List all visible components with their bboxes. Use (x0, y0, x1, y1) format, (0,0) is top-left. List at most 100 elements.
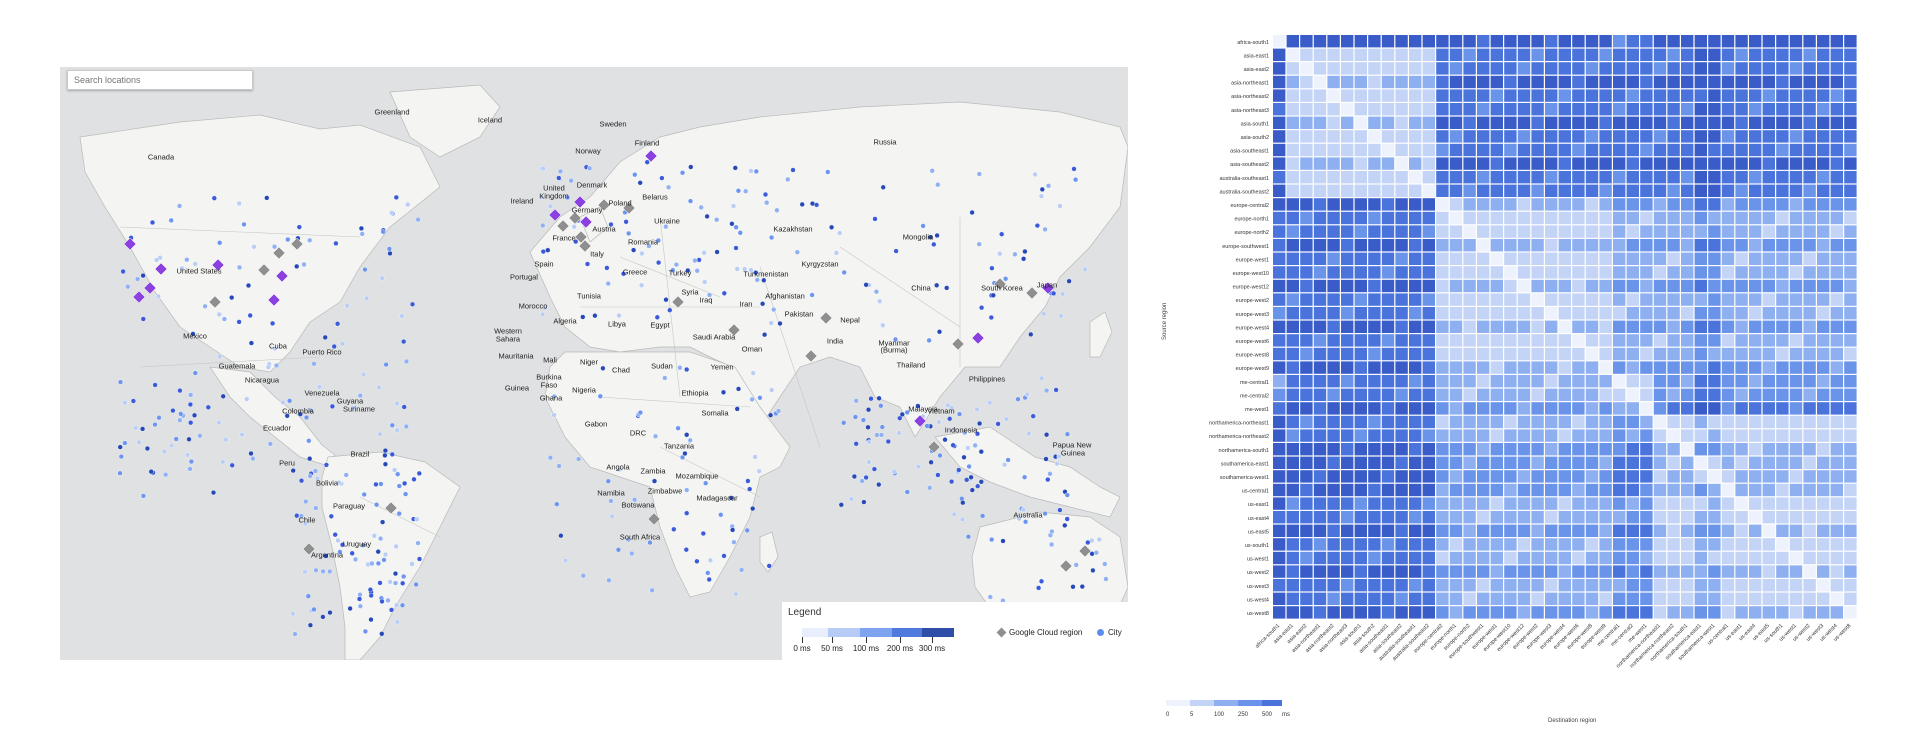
heatmap-cell[interactable] (1790, 606, 1802, 618)
city-marker[interactable] (764, 200, 769, 205)
heatmap-cell[interactable] (1735, 103, 1747, 115)
heatmap-cell[interactable] (1599, 429, 1611, 441)
city-marker[interactable] (416, 217, 421, 222)
city-marker[interactable] (936, 473, 941, 478)
city-marker[interactable] (886, 439, 891, 444)
heatmap-cell[interactable] (1817, 552, 1829, 564)
heatmap-cell[interactable] (1368, 525, 1380, 537)
heatmap-cell[interactable] (1423, 348, 1435, 360)
heatmap-cell[interactable] (1803, 89, 1815, 101)
city-marker[interactable] (376, 549, 381, 554)
heatmap-cell[interactable] (1531, 484, 1543, 496)
heatmap-cell[interactable] (1477, 212, 1489, 224)
heatmap-cell[interactable] (1355, 253, 1367, 265)
heatmap-cell[interactable] (1287, 266, 1299, 278)
city-marker[interactable] (404, 359, 409, 364)
heatmap-cell[interactable] (1681, 552, 1693, 564)
city-marker[interactable] (380, 276, 385, 281)
heatmap-cell[interactable] (1803, 416, 1815, 428)
heatmap-cell[interactable] (1436, 144, 1448, 156)
heatmap-cell[interactable] (1599, 511, 1611, 523)
heatmap-cell[interactable] (1409, 552, 1421, 564)
city-marker[interactable] (753, 455, 758, 460)
city-marker[interactable] (979, 305, 984, 310)
city-marker[interactable] (866, 407, 871, 412)
city-marker[interactable] (394, 195, 399, 200)
heatmap-cell[interactable] (1722, 348, 1734, 360)
heatmap-cell[interactable] (1382, 266, 1394, 278)
heatmap-cell[interactable] (1654, 606, 1666, 618)
heatmap-cell[interactable] (1586, 293, 1598, 305)
city-marker[interactable] (1045, 477, 1050, 482)
heatmap-cell[interactable] (1531, 348, 1543, 360)
heatmap-cell[interactable] (1395, 552, 1407, 564)
heatmap-cell[interactable] (1341, 538, 1353, 550)
city-marker[interactable] (188, 467, 193, 472)
heatmap-cell[interactable] (1831, 457, 1843, 469)
heatmap-cell[interactable] (1518, 293, 1530, 305)
city-marker[interactable] (965, 446, 970, 451)
heatmap-cell[interactable] (1531, 334, 1543, 346)
heatmap-cell[interactable] (1395, 239, 1407, 251)
heatmap-cell[interactable] (1722, 321, 1734, 333)
heatmap-cell[interactable] (1817, 321, 1829, 333)
heatmap-cell[interactable] (1300, 593, 1312, 605)
heatmap-cell[interactable] (1341, 416, 1353, 428)
heatmap-cell[interactable] (1640, 606, 1652, 618)
city-marker[interactable] (1003, 276, 1008, 281)
heatmap-cell[interactable] (1844, 321, 1856, 333)
city-marker[interactable] (389, 210, 394, 215)
heatmap-cell[interactable] (1708, 225, 1720, 237)
heatmap-cell[interactable] (1572, 579, 1584, 591)
heatmap-cell[interactable] (1790, 375, 1802, 387)
city-marker[interactable] (876, 482, 881, 487)
latency-heatmap[interactable]: africa-south1africa-south1asia-east1asia… (1160, 20, 1900, 720)
heatmap-cell[interactable] (1559, 280, 1571, 292)
heatmap-cell[interactable] (1463, 266, 1475, 278)
heatmap-cell[interactable] (1273, 89, 1285, 101)
city-marker[interactable] (730, 221, 735, 226)
heatmap-cell[interactable] (1327, 293, 1339, 305)
heatmap-cell[interactable] (1817, 348, 1829, 360)
heatmap-cell[interactable] (1599, 538, 1611, 550)
heatmap-cell[interactable] (1409, 144, 1421, 156)
city-marker[interactable] (361, 372, 366, 377)
city-marker[interactable] (348, 606, 353, 611)
heatmap-cell[interactable] (1436, 157, 1448, 169)
heatmap-cell[interactable] (1531, 212, 1543, 224)
heatmap-cell[interactable] (1627, 239, 1639, 251)
city-marker[interactable] (1044, 432, 1049, 437)
heatmap-cell[interactable] (1749, 497, 1761, 509)
heatmap-cell[interactable] (1735, 579, 1747, 591)
heatmap-cell[interactable] (1504, 76, 1516, 88)
city-marker[interactable] (358, 592, 363, 597)
heatmap-cell[interactable] (1640, 484, 1652, 496)
heatmap-cell[interactable] (1355, 389, 1367, 401)
heatmap-cell[interactable] (1518, 538, 1530, 550)
heatmap-cell[interactable] (1491, 593, 1503, 605)
heatmap-cell[interactable] (1790, 280, 1802, 292)
heatmap-cell[interactable] (1749, 49, 1761, 61)
heatmap-cell[interactable] (1327, 117, 1339, 129)
heatmap-cell[interactable] (1599, 606, 1611, 618)
heatmap-cell[interactable] (1463, 429, 1475, 441)
heatmap-cell[interactable] (1300, 457, 1312, 469)
city-marker[interactable] (541, 166, 546, 171)
city-marker[interactable] (569, 178, 574, 183)
heatmap-cell[interactable] (1327, 593, 1339, 605)
heatmap-cell[interactable] (1817, 280, 1829, 292)
city-marker[interactable] (703, 481, 708, 486)
city-marker[interactable] (734, 225, 739, 230)
heatmap-cell[interactable] (1695, 35, 1707, 47)
heatmap-cell[interactable] (1382, 157, 1394, 169)
city-marker[interactable] (380, 520, 385, 525)
city-marker[interactable] (991, 293, 996, 298)
heatmap-cell[interactable] (1722, 117, 1734, 129)
city-marker[interactable] (966, 534, 971, 539)
heatmap-cell[interactable] (1613, 375, 1625, 387)
heatmap-cell[interactable] (1504, 225, 1516, 237)
heatmap-cell[interactable] (1545, 89, 1557, 101)
heatmap-cell[interactable] (1463, 402, 1475, 414)
heatmap-cell[interactable] (1613, 389, 1625, 401)
heatmap-cell[interactable] (1368, 361, 1380, 373)
